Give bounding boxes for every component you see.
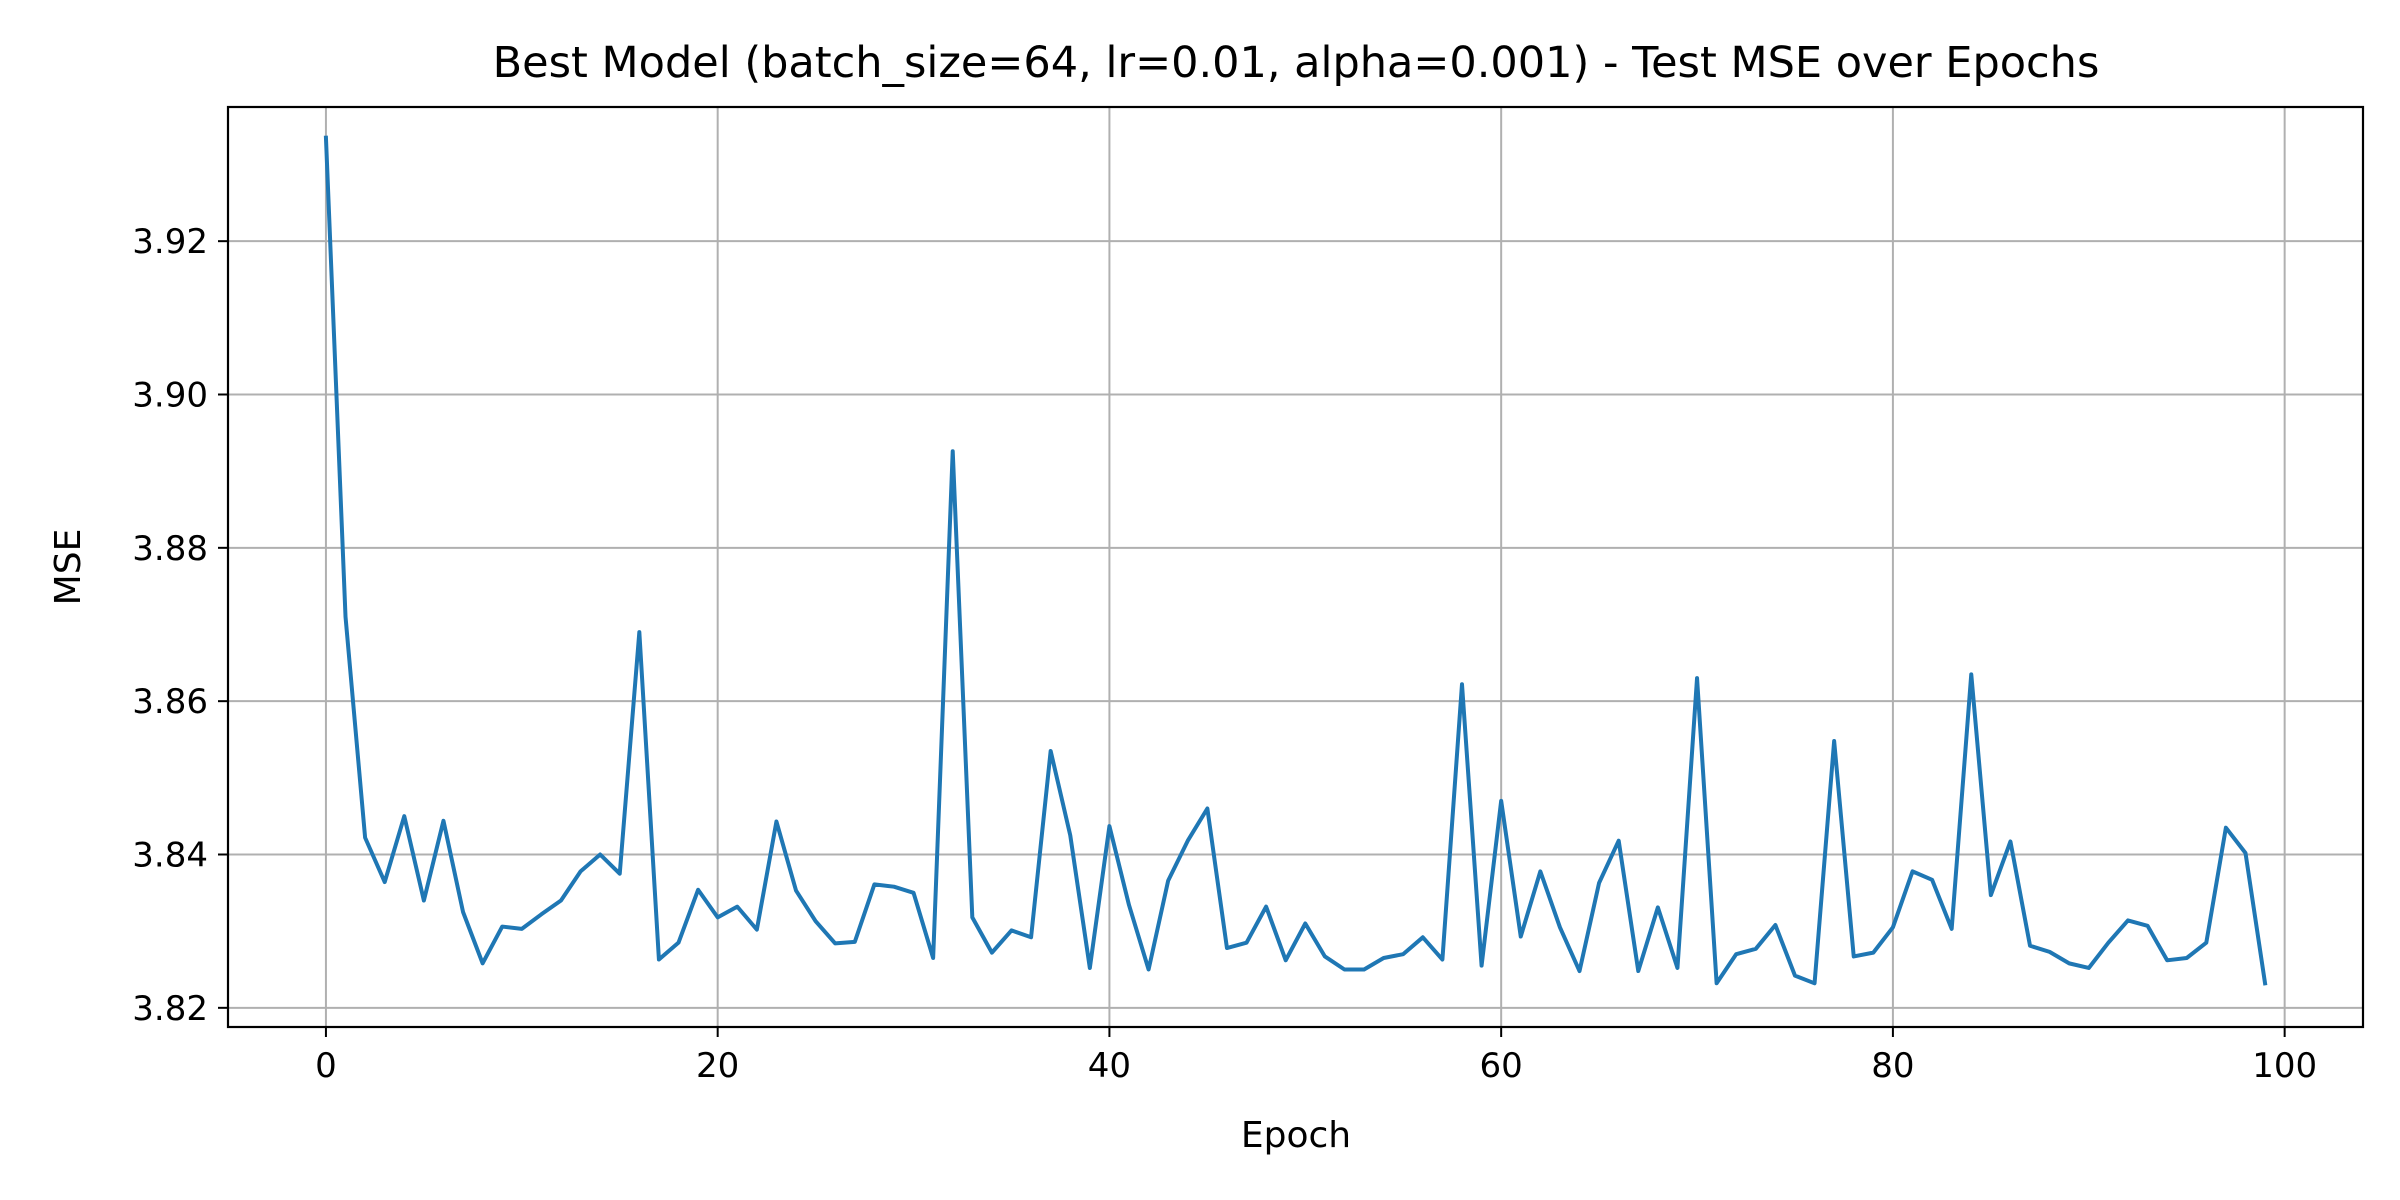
y-tick-label: 3.90 — [132, 376, 208, 416]
x-tick-label: 20 — [696, 1046, 739, 1086]
y-tick-label: 3.84 — [132, 836, 208, 876]
series-line — [323, 135, 2268, 986]
y-tick-label: 3.82 — [132, 989, 208, 1029]
y-axis-label: MSE — [48, 529, 89, 606]
x-tick-label: 0 — [315, 1046, 337, 1086]
x-tick-label: 40 — [1088, 1046, 1131, 1086]
x-tick-label: 60 — [1480, 1046, 1523, 1086]
grid — [228, 107, 2363, 1027]
x-axis-label: Epoch — [1241, 1115, 1351, 1156]
ticks: 0 20 40 60 80 100 3.82 3.84 3.86 3.88 3.90 3.92 — [132, 222, 2317, 1086]
chart-title: Best Model (batch_size=64, lr=0.01, alph… — [493, 38, 2100, 88]
y-tick-label: 3.92 — [132, 222, 208, 262]
y-tick-label: 3.86 — [132, 682, 208, 722]
axes-frame — [226, 105, 2365, 1029]
y-tick-label: 3.88 — [132, 529, 208, 569]
x-tick-label: 100 — [2252, 1046, 2317, 1086]
x-tick-label: 80 — [1871, 1046, 1914, 1086]
plot-area — [323, 135, 2268, 986]
